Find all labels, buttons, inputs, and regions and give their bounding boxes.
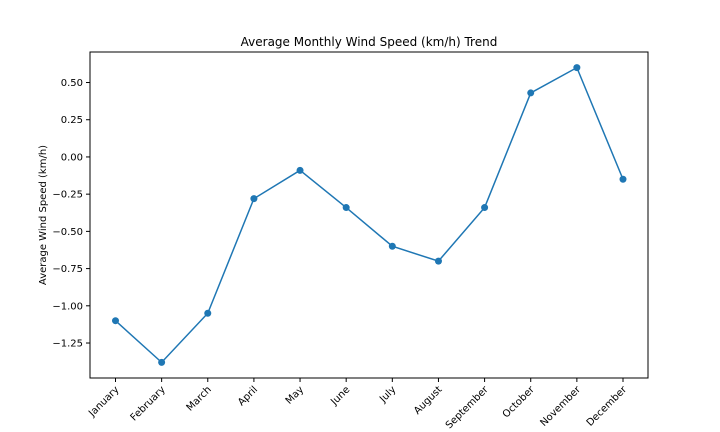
data-point-july bbox=[388, 242, 396, 250]
plot-area-frame bbox=[89, 51, 649, 379]
y-tick-label: 0.00 bbox=[61, 152, 83, 163]
y-tick-label: −0.50 bbox=[52, 227, 83, 238]
y-axis-label: Average Wind Speed (km/h) bbox=[38, 145, 49, 285]
y-tick-label: −0.75 bbox=[52, 264, 83, 275]
series-group bbox=[112, 64, 627, 366]
data-point-december bbox=[619, 175, 627, 183]
y-tick-label: −1.25 bbox=[52, 339, 83, 350]
data-point-may bbox=[296, 166, 304, 174]
data-point-june bbox=[342, 204, 350, 212]
data-point-october bbox=[527, 89, 535, 97]
data-point-january bbox=[112, 317, 119, 325]
data-point-february bbox=[158, 358, 166, 366]
data-point-august bbox=[434, 257, 442, 265]
y-tick-label: 0.50 bbox=[61, 78, 83, 89]
data-point-september bbox=[481, 204, 489, 212]
series-line bbox=[114, 66, 624, 364]
y-tick-label: 0.25 bbox=[61, 115, 83, 126]
data-point-march bbox=[204, 309, 212, 317]
y-axis: 0.50 0.25 0.00 −0.25 −0.50 −0.75 −1.00 −1.25 bbox=[52, 78, 90, 350]
data-point-november bbox=[573, 64, 581, 72]
chart-title: Average Monthly Wind Speed (km/h) Trend bbox=[241, 35, 498, 49]
y-tick-label: −0.25 bbox=[52, 190, 83, 201]
y-tick-label: −1.00 bbox=[52, 301, 83, 312]
data-point-april bbox=[250, 195, 258, 203]
